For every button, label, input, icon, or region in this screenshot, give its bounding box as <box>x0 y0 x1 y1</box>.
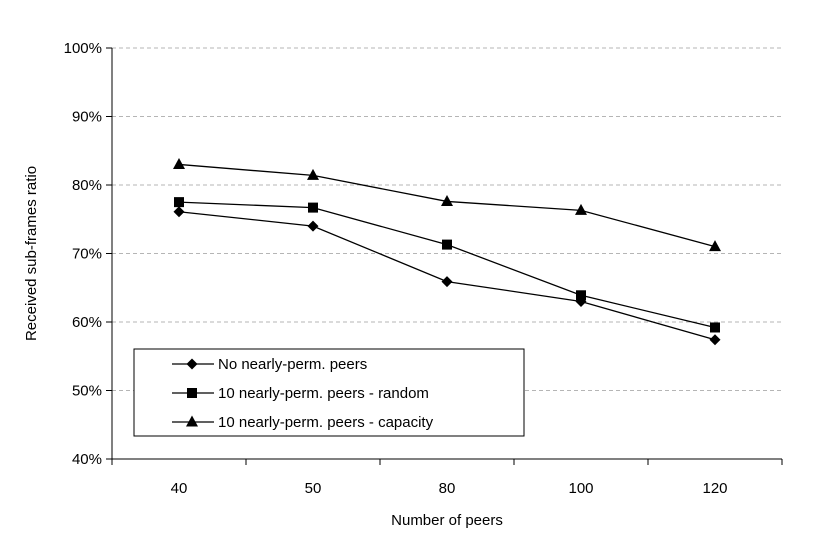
x-tick-label: 100 <box>568 480 593 497</box>
legend-label: No nearly-perm. peers <box>218 356 367 373</box>
legend: No nearly-perm. peers 10 nearly-perm. pee… <box>133 348 525 437</box>
y-tick-label: 80% <box>72 177 102 194</box>
legend-entry: No nearly-perm. peers <box>172 356 367 373</box>
data-point <box>307 168 319 180</box>
x-axis-title: Number of peers <box>391 512 503 529</box>
legend-marker <box>186 358 198 370</box>
data-point <box>441 276 453 288</box>
data-point <box>308 202 318 213</box>
y-axis-title: Received sub-frames ratio <box>23 166 40 341</box>
data-point <box>709 240 721 252</box>
data-point <box>174 197 184 208</box>
x-tick-label: 80 <box>439 480 456 497</box>
data-point <box>709 334 721 346</box>
y-tick-label: 90% <box>72 109 102 126</box>
data-point <box>441 194 453 206</box>
y-tick-label: 40% <box>72 451 102 468</box>
legend-entry: 10 nearly-perm. peers - capacity <box>172 414 434 431</box>
grid-lines <box>112 47 782 391</box>
legend-marker <box>186 415 198 427</box>
series-triangle <box>173 157 721 252</box>
data-point <box>173 157 185 169</box>
series-square <box>174 197 720 333</box>
y-tick-label: 70% <box>72 246 102 263</box>
y-tick-label: 60% <box>72 314 102 331</box>
legend-label: 10 nearly-perm. peers - capacity <box>218 414 434 431</box>
data-point <box>442 239 452 250</box>
data-point <box>307 220 319 232</box>
data-point <box>575 203 587 215</box>
axes: 40% 50% 60% 70% 80% 90% 100% 40 50 80 100 120 <box>64 40 783 497</box>
y-tick-label: 100% <box>64 40 102 57</box>
series-diamond <box>173 206 721 346</box>
series-area <box>173 157 721 346</box>
data-point <box>710 322 720 333</box>
x-tick-label: 40 <box>171 480 188 497</box>
x-tick-label: 120 <box>702 480 727 497</box>
legend-entry: 10 nearly-perm. peers - random <box>172 385 429 402</box>
data-point <box>173 206 185 218</box>
legend-marker <box>187 388 197 398</box>
x-tick-label: 50 <box>305 480 322 497</box>
y-tick-label: 50% <box>72 383 102 400</box>
series-line <box>178 211 716 341</box>
legend-label: 10 nearly-perm. peers - random <box>218 385 429 402</box>
data-point <box>576 290 586 301</box>
